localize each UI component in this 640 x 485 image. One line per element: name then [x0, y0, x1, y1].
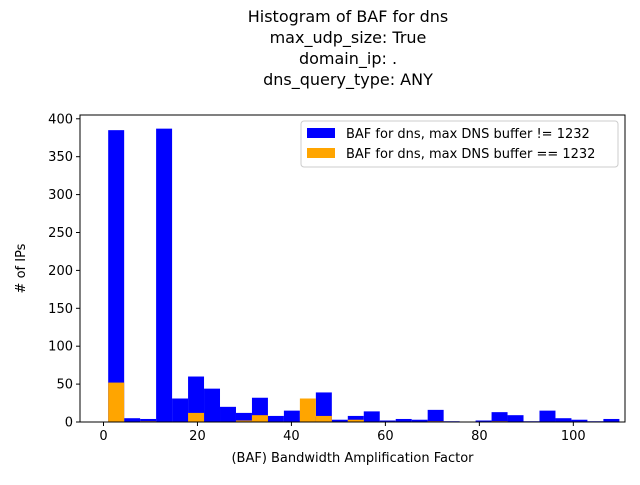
histogram-bar-series-1: [347, 415, 364, 422]
x-tick-label: 100: [561, 429, 586, 444]
legend-label: BAF for dns, max DNS buffer != 1232: [346, 127, 590, 142]
histogram-bar-series-2: [251, 415, 268, 422]
x-tick-label: 80: [471, 429, 488, 444]
histogram-bar-series-1: [156, 128, 173, 422]
x-tick-label: 0: [99, 429, 107, 444]
histogram-bar-series-1: [315, 392, 332, 422]
y-tick-label: 400: [48, 112, 73, 127]
histogram-bar-series-1: [331, 419, 348, 422]
histogram-bar-series-2: [299, 398, 316, 422]
histogram-bar-series-1: [172, 398, 189, 422]
title-line: dns_query_type: ANY: [263, 70, 433, 90]
x-tick-label: 20: [189, 429, 206, 444]
histogram-bar-series-2: [235, 420, 252, 422]
legend-label: BAF for dns, max DNS buffer == 1232: [346, 147, 595, 162]
histogram-bar-series-1: [140, 418, 157, 422]
y-axis-label: # of IPs: [14, 243, 29, 293]
histogram-bar-series-2: [315, 415, 332, 422]
histogram-bar-series-1: [124, 418, 141, 422]
histogram-bar-series-1: [427, 409, 444, 422]
histogram-bar-series-1: [283, 410, 300, 422]
histogram-bar-series-1: [507, 415, 524, 422]
histogram-bar-series-1: [411, 419, 428, 422]
histogram-bar-series-1: [108, 130, 125, 422]
x-tick-label: 40: [283, 429, 300, 444]
bars: [108, 128, 620, 422]
legend-swatch: [307, 148, 335, 158]
y-tick-label: 200: [48, 264, 73, 279]
legend: BAF for dns, max DNS buffer != 1232 BAF f…: [300, 120, 619, 168]
y-tick-label: 100: [48, 340, 73, 355]
histogram-bar-series-1: [491, 412, 508, 422]
histogram-bar-series-1: [539, 410, 556, 422]
title-line: max_udp_size: True: [270, 28, 427, 48]
legend-box: [300, 120, 619, 168]
histogram-bar-series-1: [220, 406, 236, 422]
y-tick-label: 0: [65, 416, 73, 431]
histogram-bar-series-1: [188, 376, 205, 422]
chart-title: Histogram of BAF for dns max_udp_size: Tr…: [248, 7, 449, 90]
y-tick-label: 150: [48, 302, 73, 317]
histogram-bar-series-1: [395, 418, 412, 422]
x-axis: 0 20 40 60 80 100: [99, 422, 586, 444]
plot-frame: [79, 114, 626, 423]
title-line: Histogram of BAF for dns: [248, 7, 449, 26]
histogram-bar-series-1: [235, 412, 252, 422]
histogram-bar-series-2: [347, 419, 364, 422]
histogram-bar-series-1: [204, 388, 221, 422]
histogram-bar-series-1: [267, 415, 284, 422]
histogram-bar-series-2: [108, 382, 125, 422]
histogram-bar-series-1: [571, 419, 588, 422]
y-tick-label: 50: [56, 378, 73, 393]
x-tick-label: 60: [377, 429, 394, 444]
histogram-bar-series-2: [188, 412, 205, 422]
y-tick-label: 350: [48, 150, 73, 165]
legend-swatch: [307, 128, 335, 138]
y-tick-label: 300: [48, 188, 73, 203]
y-axis: 0 50 100 150 200 250 300 350 400: [48, 112, 80, 431]
histogram-bar-series-1: [379, 420, 396, 422]
x-axis-label: (BAF) Bandwidth Amplification Factor: [231, 451, 474, 466]
histogram-bar-series-1: [555, 418, 572, 422]
histogram-bar-series-1: [603, 418, 620, 422]
histogram-bar-series-1: [363, 411, 380, 422]
title-line: domain_ip: .: [299, 49, 397, 69]
y-tick-label: 250: [48, 226, 73, 241]
histogram-bar-series-1: [475, 420, 492, 422]
